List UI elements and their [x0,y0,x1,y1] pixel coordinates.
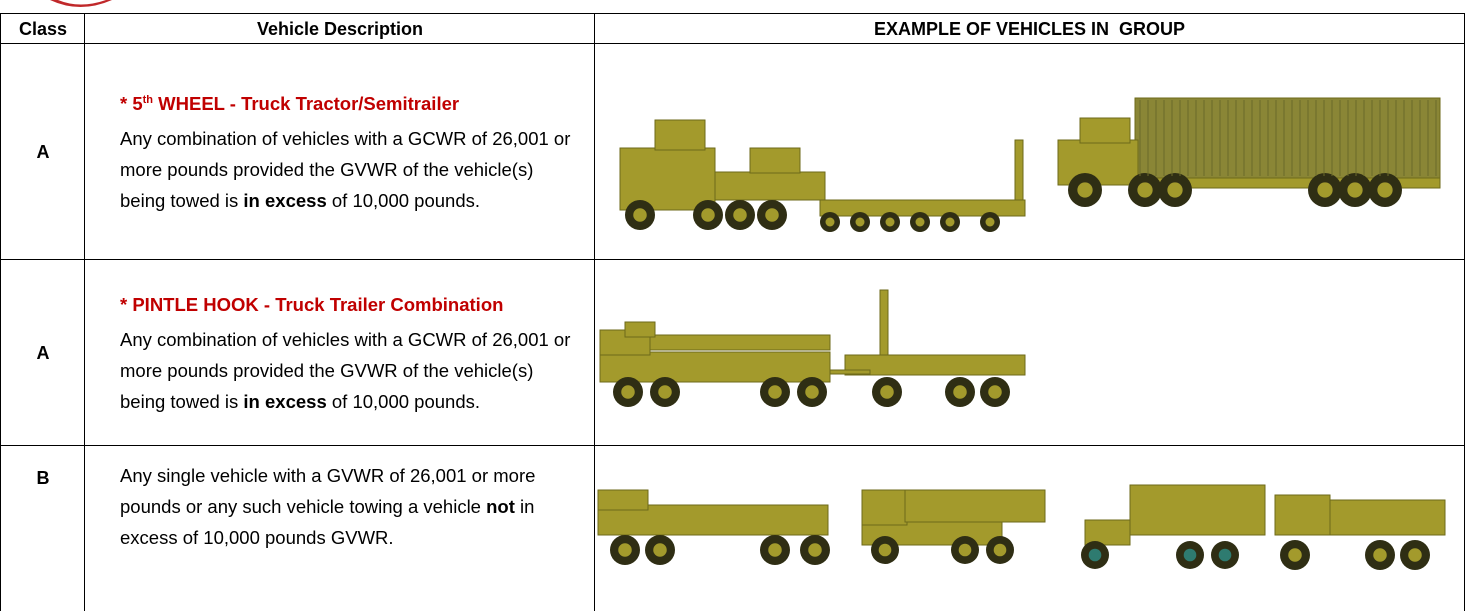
emphasis: in excess [243,391,326,412]
description-cell: * 5th WHEEL - Truck Tractor/Semitrailer … [84,43,595,260]
description-cell: Any single vehicle with a GVWR of 26,001… [84,445,595,611]
header-class: Class [19,19,67,40]
logo-arc [50,0,112,7]
vehicle-description: Any combination of vehicles with a GCWR … [120,123,577,216]
title-text: * PINTLE HOOK - Truck Trailer Combinatio… [120,294,503,315]
header-examples: EXAMPLE OF VEHICLES IN GROUP [874,19,1185,40]
class-cell: B [0,445,85,611]
logo-fragment [0,0,140,14]
emphasis: in excess [243,190,326,211]
text: Any single vehicle with a GVWR of 26,001… [120,465,535,517]
class: A [37,343,50,364]
header-cell: Class [0,13,85,44]
header-cell: Vehicle Description [84,13,595,44]
header-cell: EXAMPLE OF VEHICLES IN GROUP [594,13,1465,44]
page: Class Vehicle Description EXAMPLE OF VEH… [0,0,1466,611]
text: of 10,000 pounds. [327,190,480,211]
header-description: Vehicle Description [257,19,423,40]
title-text: * 5 [120,93,143,114]
emphasis: not [486,496,515,517]
vehicle-description: Any combination of vehicles with a GCWR … [120,324,577,417]
text: of 10,000 pounds. [327,391,480,412]
vehicle-title: * 5th WHEEL - Truck Tractor/Semitrailer [120,88,577,119]
title-superscript: th [143,94,153,106]
class: A [37,142,50,163]
title-text: WHEEL - Truck Tractor/Semitrailer [153,93,459,114]
examples-cell [594,445,1465,611]
vehicle-description: Any single vehicle with a GVWR of 26,001… [120,460,577,553]
examples-cell [594,259,1465,446]
vehicle-title: * PINTLE HOOK - Truck Trailer Combinatio… [120,289,577,320]
class: B [37,468,50,489]
class-cell: A [0,259,85,446]
class-cell: A [0,43,85,260]
examples-cell [594,43,1465,260]
description-cell: * PINTLE HOOK - Truck Trailer Combinatio… [84,259,595,446]
